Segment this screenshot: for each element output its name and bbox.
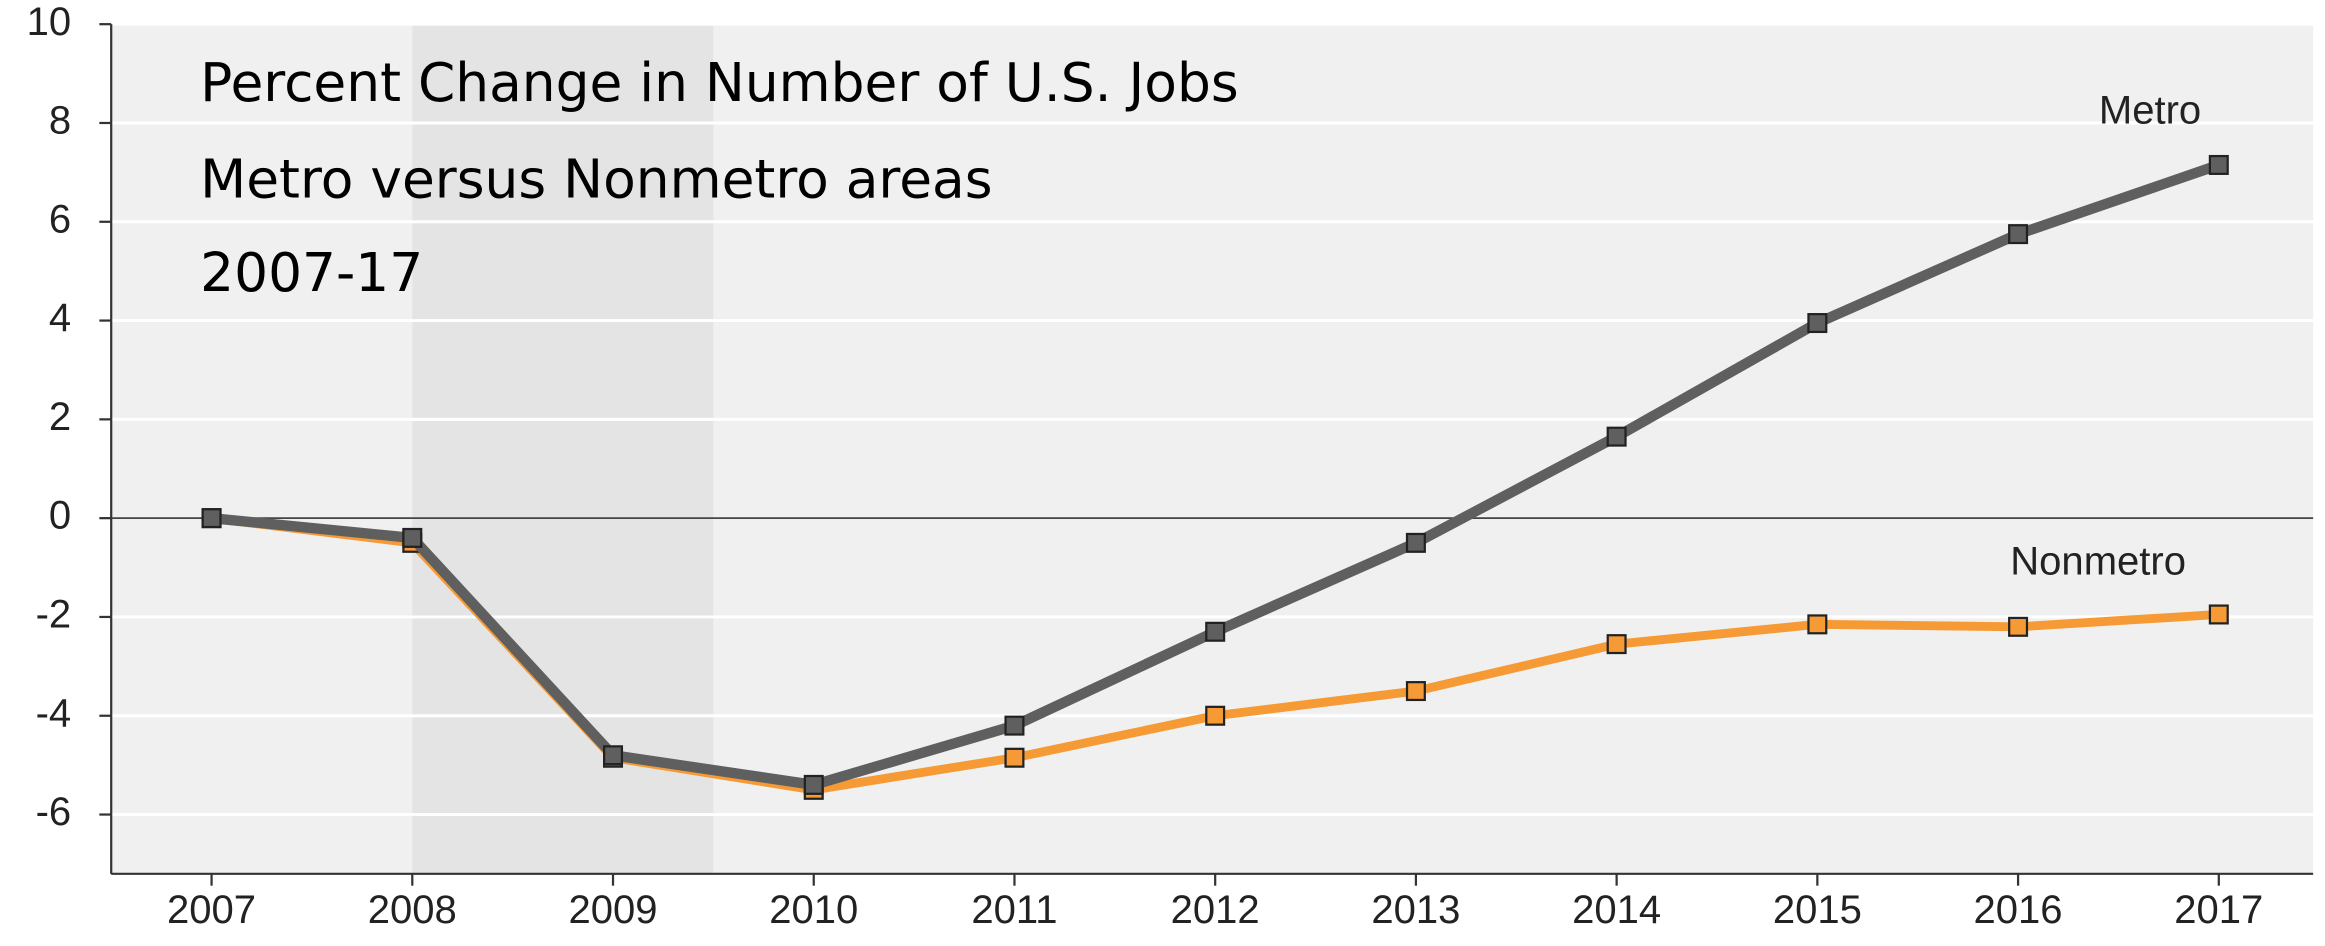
y-tick-label: 10 <box>27 0 72 44</box>
marker <box>2008 616 2029 637</box>
x-tick-label: 2014 <box>1572 888 1661 932</box>
marker <box>1807 313 1828 334</box>
title-line: 2007-17 <box>200 241 423 304</box>
marker <box>2008 224 2029 245</box>
y-tick-label: -6 <box>36 790 72 834</box>
y-tick-label: 2 <box>49 395 71 439</box>
y-tick-label: -2 <box>36 593 72 637</box>
shaded-period <box>412 24 714 874</box>
marker <box>2208 604 2229 625</box>
x-tick-label: 2016 <box>1974 888 2063 932</box>
y-tick-label: 0 <box>49 494 71 538</box>
x-tick-label: 2007 <box>167 888 256 932</box>
marker <box>1606 634 1627 655</box>
series-label: Metro <box>2099 89 2201 133</box>
x-tick-label: 2013 <box>1371 888 1460 932</box>
y-tick-label: -4 <box>36 691 72 735</box>
marker <box>1004 747 1025 768</box>
marker <box>603 745 624 766</box>
marker <box>1405 681 1426 702</box>
marker <box>402 527 423 548</box>
title-line: Percent Change in Number of U.S. Jobs <box>200 51 1238 114</box>
x-tick-label: 2011 <box>971 888 1057 932</box>
marker <box>803 774 824 795</box>
marker <box>1807 614 1828 635</box>
y-tick-label: 4 <box>49 296 71 340</box>
marker <box>2208 154 2229 175</box>
x-tick-label: 2012 <box>1171 888 1260 932</box>
x-tick-label: 2008 <box>368 888 457 932</box>
title-line: Metro versus Nonmetro areas <box>200 147 992 210</box>
y-tick-label: 8 <box>49 99 71 143</box>
x-tick-label: 2010 <box>769 888 858 932</box>
x-tick-label: 2017 <box>2174 888 2263 932</box>
y-tick-label: 6 <box>49 197 71 241</box>
marker <box>1205 705 1226 726</box>
marker <box>1004 715 1025 736</box>
x-tick-label: 2015 <box>1773 888 1862 932</box>
marker <box>1205 621 1226 642</box>
series-label: Nonmetro <box>2010 539 2186 583</box>
marker <box>1606 426 1627 447</box>
marker <box>1405 532 1426 553</box>
x-tick-label: 2009 <box>568 888 657 932</box>
marker <box>201 508 222 529</box>
